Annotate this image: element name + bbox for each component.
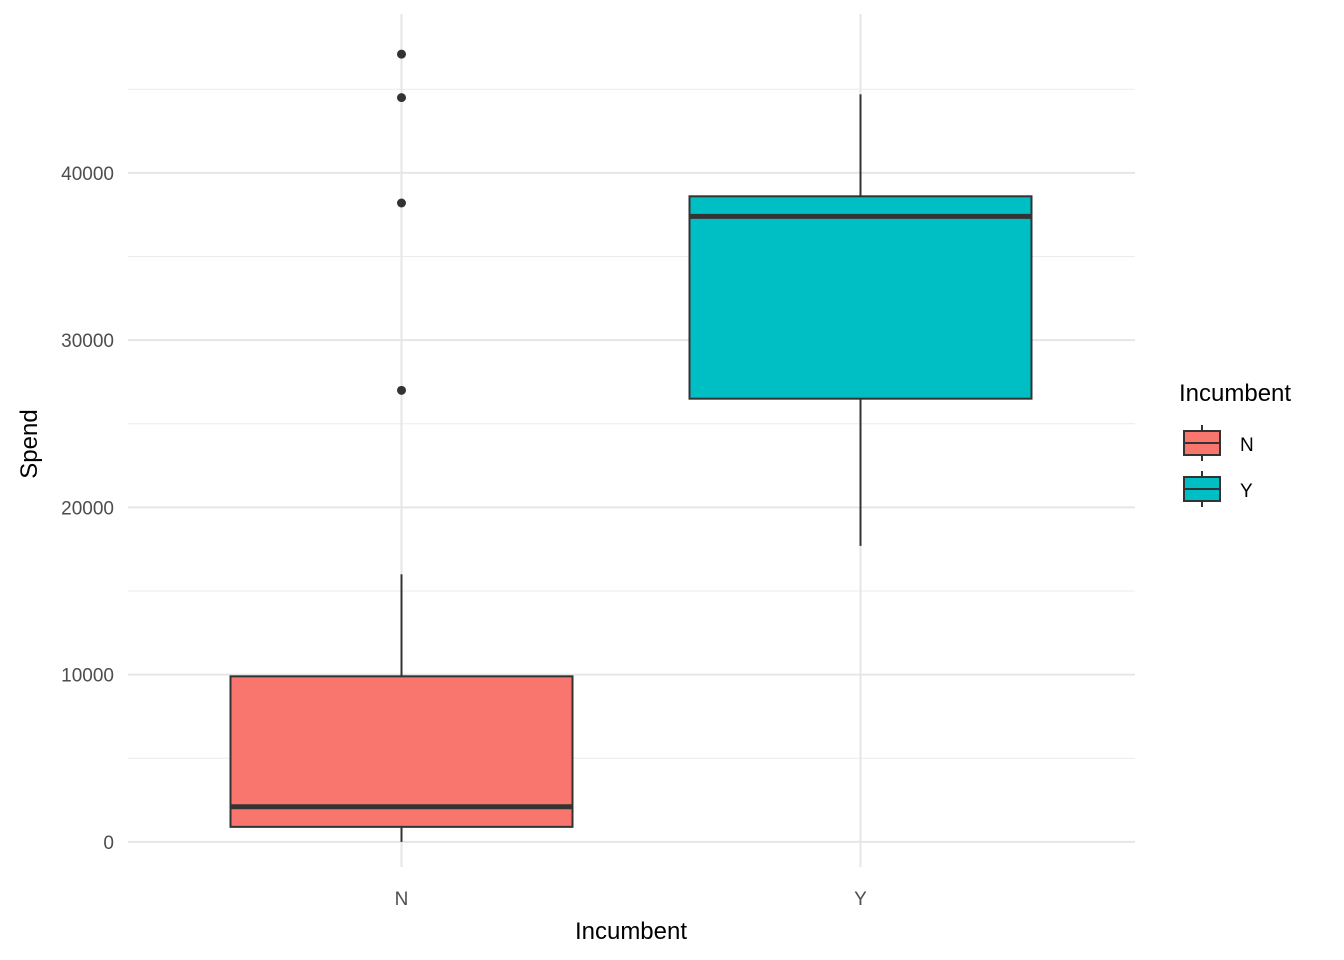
- y-tick-label: 30000: [61, 331, 114, 352]
- box-y: [688, 94, 1033, 546]
- legend: Incumbent N Y: [1179, 380, 1291, 507]
- box-iqr: [229, 675, 574, 828]
- y-tick-label: 20000: [61, 498, 114, 519]
- outlier-point: [397, 49, 406, 59]
- x-axis-title: Incumbent: [575, 918, 687, 945]
- legend-label: Y: [1240, 481, 1253, 502]
- y-axis-ticks: 0 10000 20000 30000 40000: [61, 164, 114, 854]
- box-series: [229, 49, 1033, 842]
- minor-gridlines: [128, 88, 1135, 759]
- y-tick-label: 40000: [61, 164, 114, 185]
- y-axis-title: Spend: [16, 409, 43, 478]
- y-tick-label: 0: [103, 833, 114, 854]
- x-tick-label: N: [395, 889, 409, 910]
- legend-item-n: N: [1183, 425, 1254, 461]
- legend-title: Incumbent: [1179, 380, 1291, 407]
- outlier-point: [397, 385, 406, 395]
- y-tick-label: 10000: [61, 666, 114, 687]
- legend-label: N: [1240, 435, 1254, 456]
- x-tick-label: Y: [854, 889, 867, 910]
- box-iqr: [688, 195, 1033, 400]
- outlier-point: [397, 198, 406, 208]
- box-n: [229, 49, 574, 842]
- outlier-point: [397, 93, 406, 103]
- legend-item-y: Y: [1183, 471, 1253, 507]
